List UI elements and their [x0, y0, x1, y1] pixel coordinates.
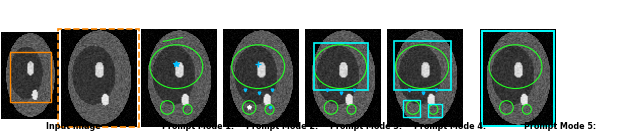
Bar	[403, 100, 420, 117]
Bar	[482, 31, 554, 126]
Bar	[10, 52, 51, 102]
Text: Input Image: Input Image	[46, 122, 101, 131]
Text: Prompt Mode 4:: Prompt Mode 4:	[414, 122, 486, 131]
Bar	[428, 104, 442, 117]
Bar	[58, 29, 139, 127]
Text: Prompt Mode 3:: Prompt Mode 3:	[330, 122, 402, 131]
Text: Prompt Mode 2:: Prompt Mode 2:	[246, 122, 318, 131]
Text: Prompt Mode 1:: Prompt Mode 1:	[163, 122, 234, 131]
Text: Prompt Mode 5:: Prompt Mode 5:	[524, 122, 596, 131]
Bar	[394, 41, 451, 90]
Bar	[314, 43, 368, 90]
